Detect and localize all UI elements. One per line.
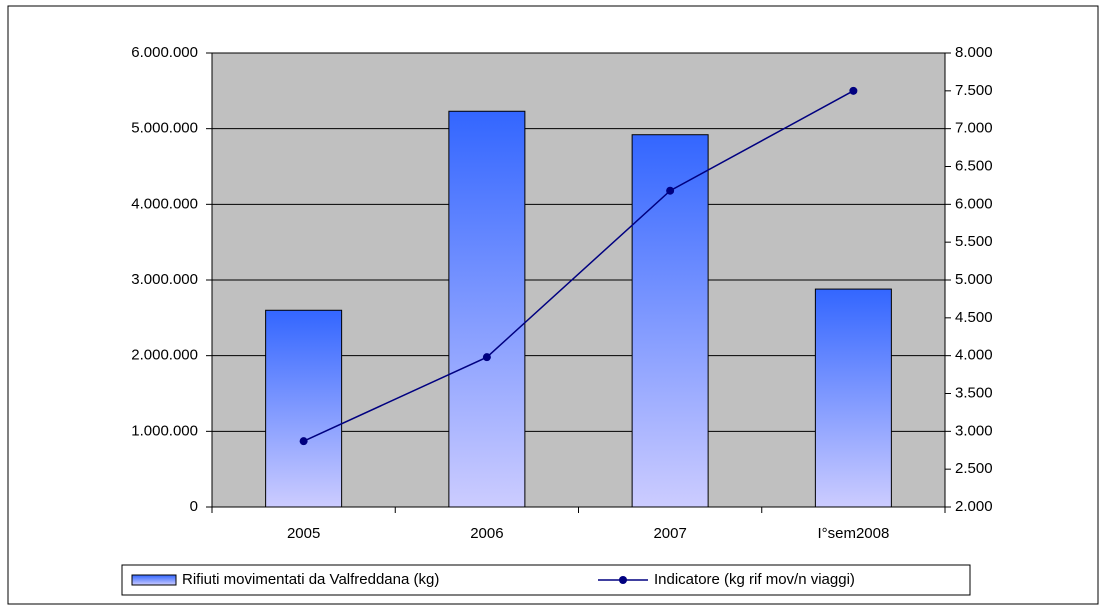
legend-label: Rifiuti movimentati da Valfreddana (kg) <box>182 571 439 588</box>
y2-tick-label: 2.500 <box>955 460 993 477</box>
y2-tick-label: 4.500 <box>955 309 993 326</box>
y2-tick-label: 5.000 <box>955 271 993 288</box>
y2-tick-label: 6.000 <box>955 195 993 212</box>
y2-tick-label: 4.000 <box>955 347 993 364</box>
legend-swatch <box>619 576 627 584</box>
line-marker <box>299 437 308 446</box>
y-tick-label: 3.000.000 <box>131 271 198 288</box>
bar <box>631 134 709 508</box>
x-tick-label: 2005 <box>287 525 320 542</box>
line-marker <box>666 186 675 195</box>
legend-swatch <box>131 574 177 586</box>
y-tick-label: 4.000.000 <box>131 195 198 212</box>
y2-tick-label: 5.500 <box>955 233 993 250</box>
y2-tick-label: 3.500 <box>955 384 993 401</box>
line-marker <box>849 86 858 95</box>
y-tick-label: 2.000.000 <box>131 347 198 364</box>
bar <box>448 110 526 508</box>
legend-label: Indicatore (kg rif mov/n viaggi) <box>654 571 855 588</box>
y2-tick-label: 7.000 <box>955 120 993 137</box>
bar <box>814 288 892 508</box>
y2-tick-label: 7.500 <box>955 82 993 99</box>
y2-tick-label: 3.000 <box>955 422 993 439</box>
line-marker <box>482 353 491 362</box>
y-tick-label: 1.000.000 <box>131 422 198 439</box>
x-tick-label: 2006 <box>470 525 503 542</box>
y2-tick-label: 2.000 <box>955 498 993 515</box>
y-tick-label: 0 <box>190 498 198 515</box>
y2-tick-label: 6.500 <box>955 157 993 174</box>
bar <box>265 309 343 508</box>
y-tick-label: 6.000.000 <box>131 44 198 61</box>
x-tick-label: 2007 <box>653 525 686 542</box>
y-tick-label: 5.000.000 <box>131 120 198 137</box>
line <box>303 90 854 442</box>
x-tick-label: I°sem2008 <box>817 525 889 542</box>
legend-box <box>121 564 971 596</box>
y2-tick-label: 8.000 <box>955 44 993 61</box>
